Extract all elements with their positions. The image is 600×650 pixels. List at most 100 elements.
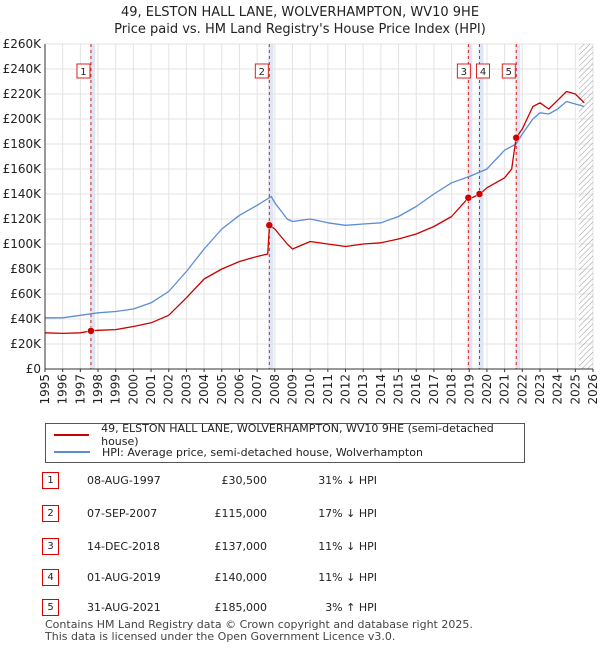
sale-row: 2 07-SEP-2007 £115,000 17% ↓ HPI [42, 504, 442, 524]
x-tick-label: 2009 [285, 374, 299, 405]
x-tick-label: 1997 [73, 374, 87, 405]
y-tick-label: £180K [3, 137, 43, 151]
sale-hpi-diff: 11% ↓ HPI [318, 571, 377, 584]
y-tick-label: £80K [10, 262, 42, 276]
sale-number-badge: 2 [42, 505, 59, 522]
sale-label-text: 2 [259, 67, 265, 78]
x-tick-label: 2000 [126, 374, 140, 405]
sale-label-text: 5 [506, 67, 512, 78]
chart-title-line1: 49, ELSTON HALL LANE, WOLVERHAMPTON, WV1… [120, 5, 480, 20]
x-tick-label: 2003 [179, 374, 193, 405]
y-tick-label: £240K [3, 62, 43, 76]
hpi-line [45, 100, 585, 319]
sale-date: 08-AUG-1997 [87, 474, 161, 487]
property-price-line [44, 90, 585, 335]
sale-point [265, 221, 274, 229]
x-tick-label: 2019 [462, 374, 476, 405]
projection-hatch [578, 44, 593, 369]
x-tick-label: 1999 [109, 374, 123, 405]
y-tick-label: £60K [10, 287, 42, 301]
sale-price: £30,500 [221, 474, 268, 487]
y-tick-label: £0 [26, 362, 41, 376]
price-chart: £0 £20K £40K £60K £80K £100K £120K £140K £160K £1… [3, 37, 600, 405]
legend-property-label: 49, ELSTON HALL LANE, WOLVERHAMPTON, WV1… [101, 422, 494, 448]
sale-hpi-diff: 17% ↓ HPI [318, 507, 377, 520]
sale-date: 14-DEC-2018 [87, 540, 161, 553]
sale-band [515, 44, 521, 369]
y-tick-label: £140K [3, 187, 43, 201]
sale-point [87, 327, 95, 335]
y-tick-label: £40K [10, 312, 42, 326]
sale-price: £140,000 [214, 571, 268, 584]
x-tick-label: 2002 [162, 374, 176, 405]
x-tick-label: 1996 [56, 374, 70, 405]
sale-label-box [501, 63, 516, 79]
x-tick-label: 1995 [38, 374, 52, 405]
x-tick-label: 2001 [144, 374, 158, 405]
sale-price: £115,000 [214, 507, 268, 520]
x-tick-label: 2005 [215, 374, 229, 405]
x-tick-label: 2024 [551, 374, 565, 405]
x-tick-label: 2016 [409, 374, 423, 405]
sale-date: 01-AUG-2019 [87, 571, 161, 584]
footer-licence: This data is licensed under the Open Gov… [45, 630, 396, 643]
sale-row: 3 14-DEC-2018 £137,000 11% ↓ HPI [42, 537, 442, 557]
legend-property-swatch [54, 434, 90, 436]
x-tick-label: 2012 [339, 374, 353, 405]
sale-row: 1 08-AUG-1997 £30,500 31% ↓ HPI [42, 471, 442, 491]
sale-point [464, 194, 473, 202]
legend-hpi: HPI: Average price, semi-detached house,… [54, 444, 423, 460]
x-tick-label: 2014 [374, 374, 388, 405]
y-tick-label: £260K [3, 37, 43, 51]
sale-price: £137,000 [214, 540, 268, 553]
sale-row: 4 01-AUG-2019 £140,000 11% ↓ HPI [42, 568, 442, 588]
sale-band [467, 44, 473, 369]
y-tick-label: £100K [3, 237, 43, 251]
x-tick-label: 1998 [91, 374, 105, 405]
legend-hpi-swatch [54, 451, 90, 453]
legend-hpi-label: HPI: Average price, semi-detached house,… [102, 445, 423, 459]
y-tick-label: £20K [10, 337, 42, 351]
sale-label-box [456, 63, 471, 79]
footer-copyright: Contains HM Land Registry data © Crown c… [45, 618, 473, 631]
x-tick-label: 2020 [480, 374, 494, 405]
sale-number-badge: 5 [42, 599, 59, 616]
sale-hpi-diff: 3% ↑ HPI [325, 601, 377, 614]
x-tick-label: 2021 [498, 374, 512, 405]
x-tick-label: 2022 [515, 374, 529, 405]
x-tick-label: 2006 [232, 374, 246, 405]
y-tick-label: £120K [3, 212, 43, 226]
sale-band [478, 44, 484, 369]
x-tick-label: 2011 [321, 374, 335, 405]
y-tick-label: £160K [3, 162, 43, 176]
sale-label-box [76, 63, 91, 79]
sale-price: £185,000 [214, 601, 268, 614]
sale-number-badge: 1 [42, 472, 59, 489]
x-tick-label: 2023 [533, 374, 547, 405]
sale-date: 07-SEP-2007 [87, 507, 158, 520]
legend-property: 49, ELSTON HALL LANE, WOLVERHAMPTON, WV1… [54, 422, 524, 448]
sale-label-text: 3 [461, 67, 467, 78]
sale-point [512, 134, 521, 142]
sale-label-box [476, 63, 491, 79]
sale-label-box [254, 63, 269, 79]
sale-label-text: 1 [80, 67, 86, 78]
sale-hpi-diff: 31% ↓ HPI [318, 474, 377, 487]
legend: 49, ELSTON HALL LANE, WOLVERHAMPTON, WV1… [45, 422, 525, 463]
sale-band [89, 44, 95, 369]
chart-title-line2: Price paid vs. HM Land Registry's House … [114, 22, 486, 37]
x-tick-label: 2017 [427, 374, 441, 405]
sale-number-badge: 3 [42, 538, 59, 555]
sale-number-badge: 4 [42, 569, 59, 586]
x-tick-label: 2007 [250, 374, 264, 405]
sale-row: 5 31-AUG-2021 £185,000 3% ↑ HPI [42, 598, 442, 618]
x-tick-label: 2015 [392, 374, 406, 405]
sale-hpi-diff: 11% ↓ HPI [318, 540, 377, 553]
x-tick-label: 2010 [303, 374, 317, 405]
x-tick-label: 2018 [445, 374, 459, 405]
sale-band [268, 44, 274, 369]
x-tick-label: 2025 [568, 374, 582, 405]
x-tick-label: 2008 [268, 374, 282, 405]
y-tick-label: £200K [3, 112, 43, 126]
y-tick-label: £220K [3, 87, 43, 101]
